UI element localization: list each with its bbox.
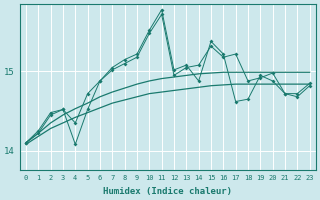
X-axis label: Humidex (Indice chaleur): Humidex (Indice chaleur) — [103, 187, 232, 196]
